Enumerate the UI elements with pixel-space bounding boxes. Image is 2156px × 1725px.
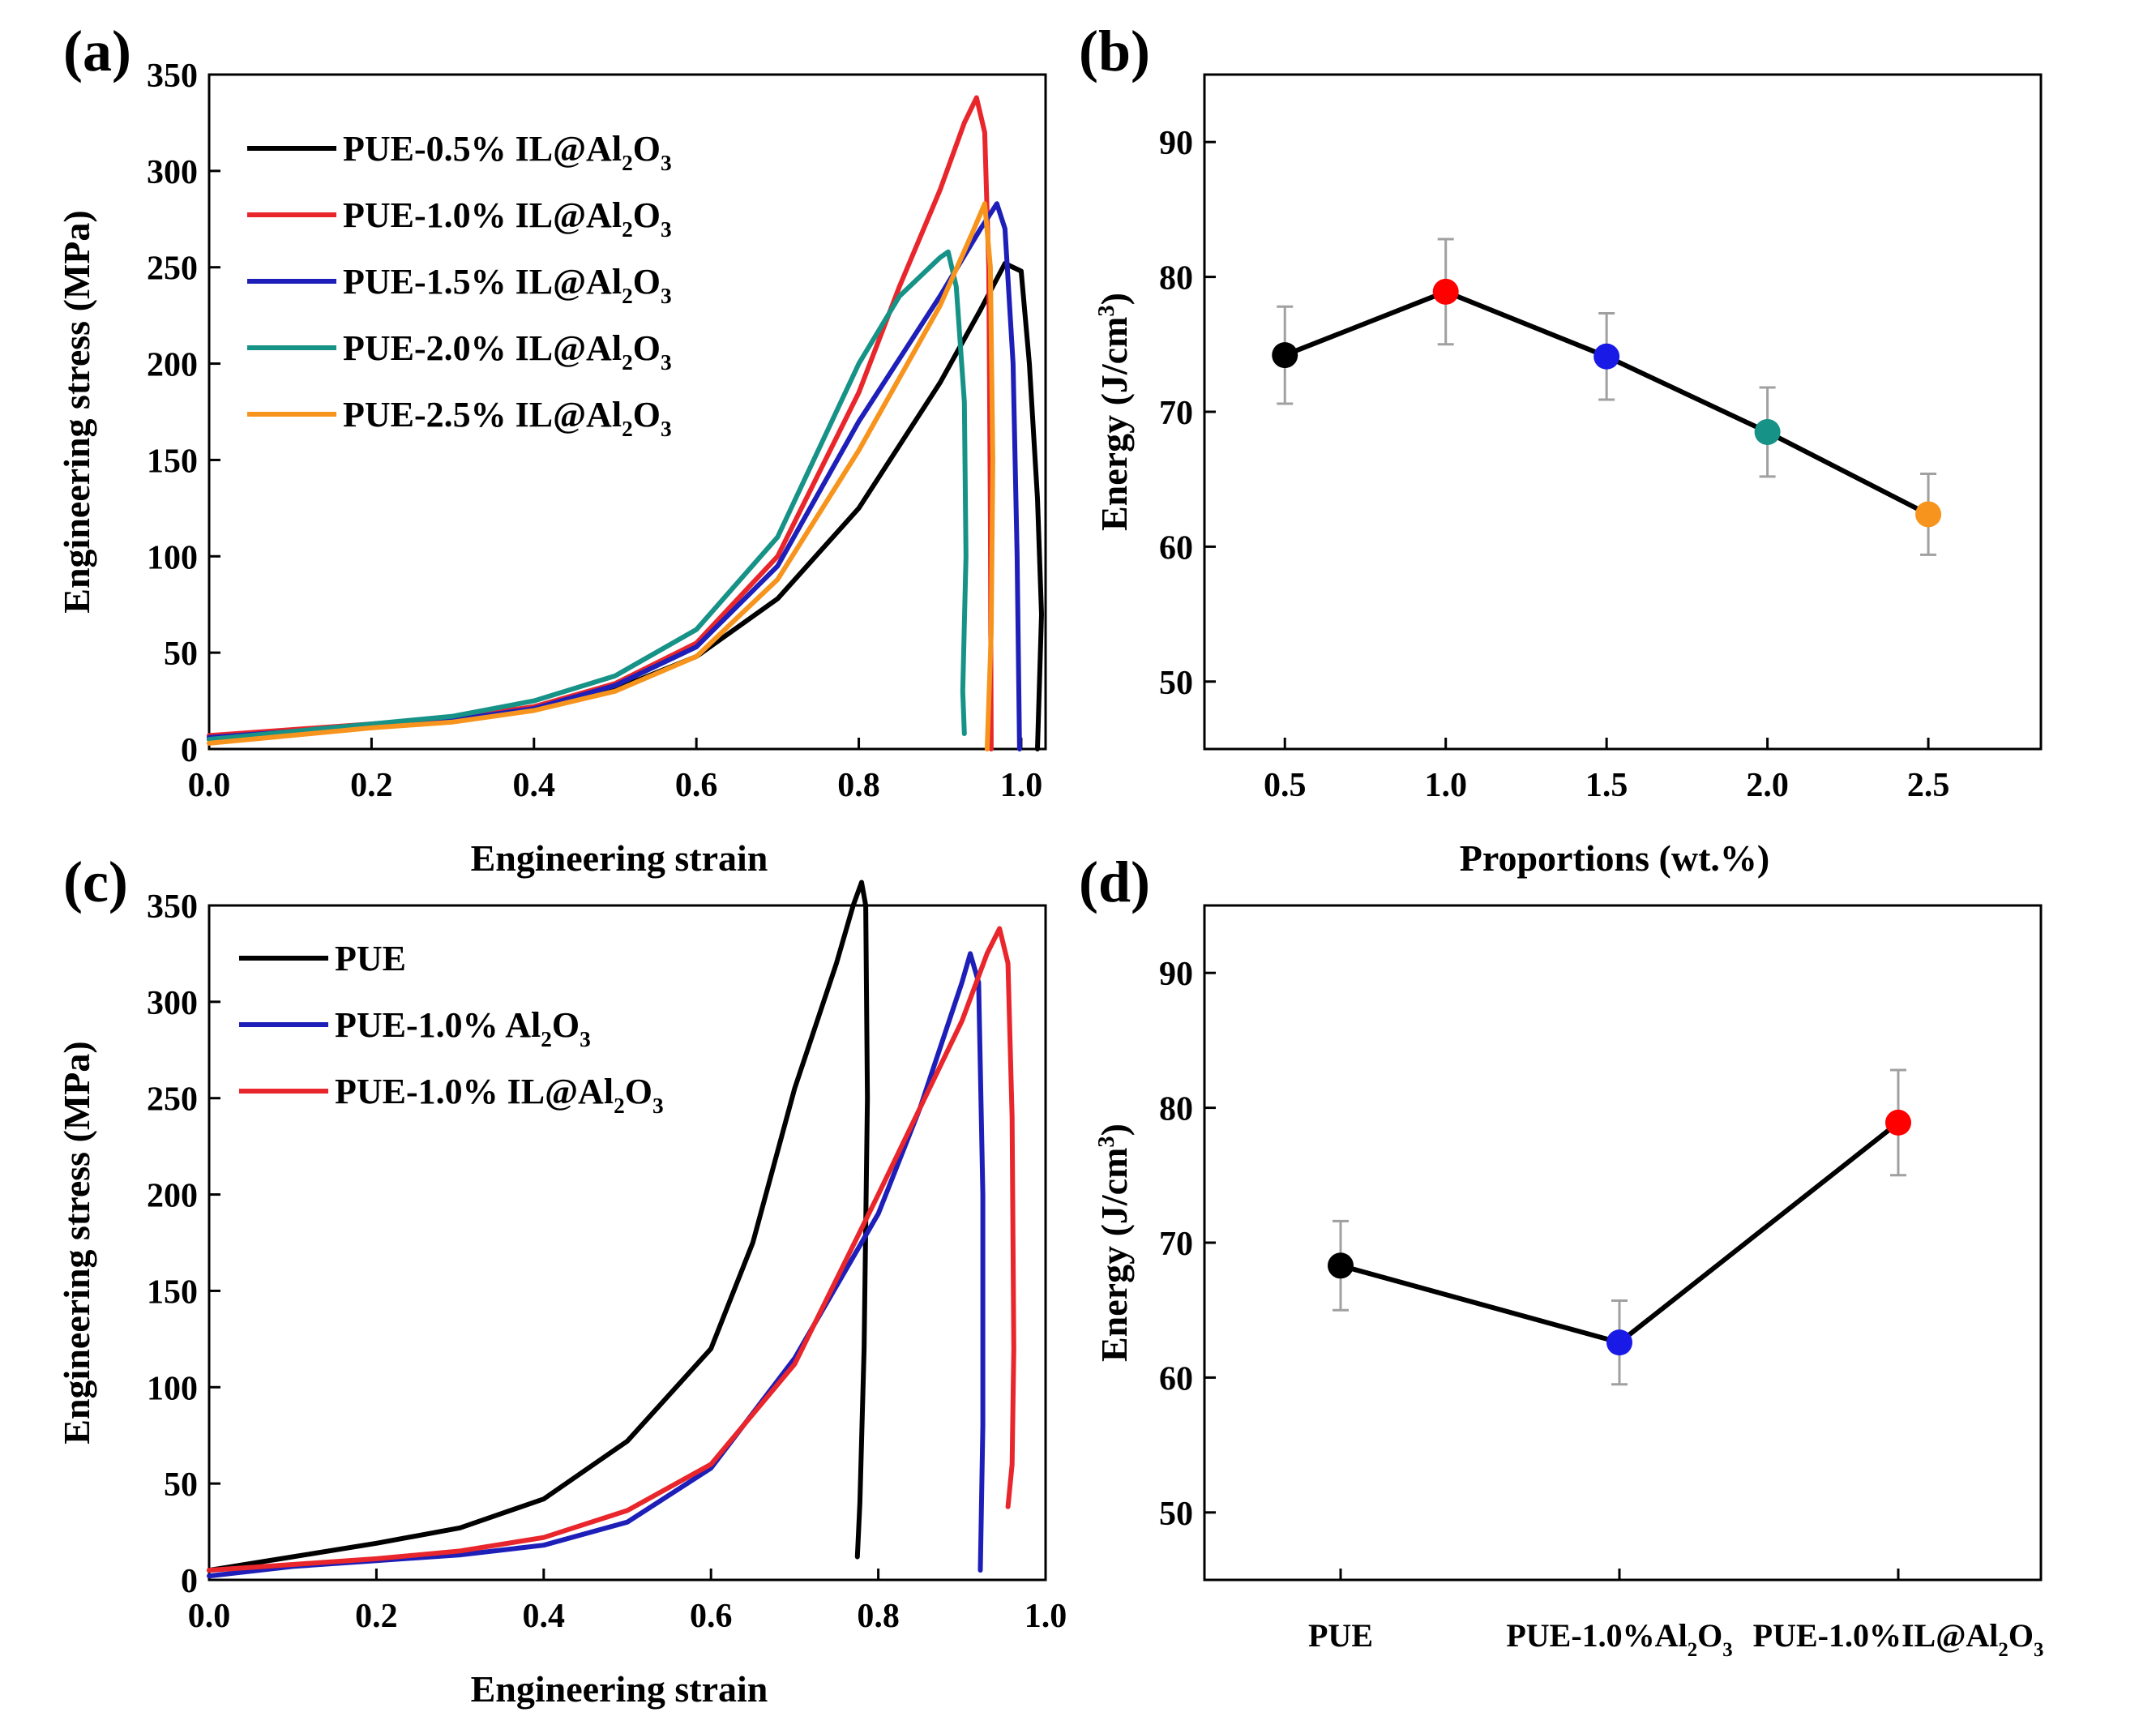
x-category-label: PUE [1308, 1617, 1373, 1654]
panel-c: (c) 0.0 0.2 0.4 0.6 0.8 1.0 Engineering strain 0… [56, 850, 1067, 1710]
y-tick-label: 50 [1159, 665, 1193, 702]
x-category-label: PUE-1.0%IL@Al2O3 [1753, 1617, 2044, 1661]
y-tick-label: 200 [147, 1178, 198, 1215]
y-tick-label: 300 [147, 154, 198, 191]
x-tick-label: 0.0 [188, 1598, 231, 1635]
y-tick-label: 350 [147, 58, 198, 95]
y-tick-label: 0 [181, 1563, 198, 1600]
legend-label: PUE-1.0% IL@Al2O3 [343, 195, 672, 242]
y-tick-label: 300 [147, 985, 198, 1022]
y-tick-label: 60 [1159, 1360, 1193, 1398]
panel-b: (b) 0.5 1.0 1.5 2.0 2.5 50 60 70 80 90 Energy (J/cm… [1079, 19, 2043, 879]
x-tick-label: 1.0 [1025, 1598, 1067, 1635]
legend-label: PUE [335, 939, 406, 978]
x-axis-label: Engineering strain [471, 1668, 768, 1710]
data-point [1593, 343, 1620, 370]
panel-label: (a) [63, 19, 131, 83]
panel-label: (d) [1079, 850, 1150, 914]
y-tick-label: 0 [181, 732, 198, 769]
x-tick-label: 2.0 [1746, 767, 1789, 804]
x-tick-label: 1.0 [1424, 767, 1467, 804]
x-tick-label: 0.0 [188, 767, 231, 804]
plot-frame [1203, 904, 2043, 1582]
legend-label: PUE-1.0% IL@Al2O3 [335, 1072, 664, 1118]
x-category-label: PUE-1.0%Al2O3 [1506, 1617, 1732, 1661]
plot-frame [207, 73, 1047, 751]
x-tick-label: 0.6 [675, 767, 718, 804]
y-tick-label: 100 [147, 539, 198, 576]
legend-label: PUE-0.5% IL@Al2O3 [343, 129, 672, 175]
y-axis-label: Energy (J/cm3) [1093, 1124, 1135, 1362]
y-tick-label: 80 [1159, 1091, 1193, 1128]
series-line [207, 880, 871, 1573]
y-tick-label: 250 [147, 250, 198, 288]
y-tick-label: 50 [164, 636, 198, 673]
legend-label: PUE-1.5% IL@Al2O3 [343, 262, 672, 308]
y-tick-label: 250 [147, 1081, 198, 1119]
data-point [1432, 278, 1459, 305]
y-axis-label: Engineering stress (MPa) [56, 1041, 97, 1444]
data-point [1754, 418, 1781, 445]
y-tick-label: 70 [1159, 395, 1193, 432]
y-tick-label: 70 [1159, 1226, 1193, 1263]
series-line [207, 951, 986, 1579]
panel-d: (d) PUE PUE-1.0%Al2O3 PUE-1.0%IL@Al2O3 50 60 7… [1079, 850, 2043, 1661]
y-tick-label: 350 [147, 888, 198, 926]
x-tick-label: 0.2 [355, 1598, 398, 1635]
legend-label: PUE-2.5% IL@Al2O3 [343, 395, 672, 441]
y-axis-label: Energy (J/cm3) [1093, 293, 1135, 531]
panel-label: (c) [63, 850, 128, 914]
x-tick-label: 1.0 [1000, 767, 1043, 804]
x-tick-label: 0.5 [1264, 767, 1307, 804]
y-tick-label: 90 [1159, 125, 1193, 162]
y-tick-label: 100 [147, 1370, 198, 1407]
plot-frame [207, 904, 1047, 1582]
x-tick-label: 0.2 [350, 767, 393, 804]
data-point [1328, 1252, 1354, 1279]
y-tick-label: 50 [1159, 1496, 1193, 1533]
x-tick-label: 0.4 [513, 767, 556, 804]
x-axis-label: Proportions (wt.%) [1460, 837, 1769, 879]
data-point [1915, 501, 1942, 528]
plot-frame [1203, 73, 2043, 751]
x-tick-label: 0.4 [523, 1598, 566, 1635]
x-tick-label: 0.8 [837, 767, 880, 804]
panel-label: (b) [1079, 19, 1150, 83]
x-tick-label: 0.8 [857, 1598, 900, 1635]
data-point [1606, 1329, 1632, 1356]
x-axis-label: Engineering strain [471, 837, 768, 879]
x-tick-label: 0.6 [690, 1598, 733, 1635]
x-tick-label: 1.5 [1585, 767, 1628, 804]
legend-label: PUE-1.0% Al2O3 [335, 1005, 591, 1051]
y-tick-label: 200 [147, 347, 198, 384]
y-tick-label: 150 [147, 1273, 198, 1311]
series-line [207, 926, 1016, 1573]
y-tick-label: 80 [1159, 260, 1193, 297]
y-tick-label: 90 [1159, 956, 1193, 993]
data-point [1885, 1109, 1911, 1136]
y-tick-label: 150 [147, 443, 198, 480]
panel-a: (a) 0.0 0.2 0.4 0.6 0.8 1.0 Engineering strain 0… [56, 19, 1047, 879]
y-tick-label: 50 [164, 1466, 198, 1504]
y-axis-label: Engineering stress (MPa) [56, 210, 97, 613]
legend-label: PUE-2.0% IL@Al2O3 [343, 328, 672, 375]
x-tick-label: 2.5 [1907, 767, 1950, 804]
data-point [1272, 342, 1298, 369]
y-tick-label: 60 [1159, 529, 1193, 567]
series-line [207, 249, 969, 743]
series-line [207, 201, 995, 751]
